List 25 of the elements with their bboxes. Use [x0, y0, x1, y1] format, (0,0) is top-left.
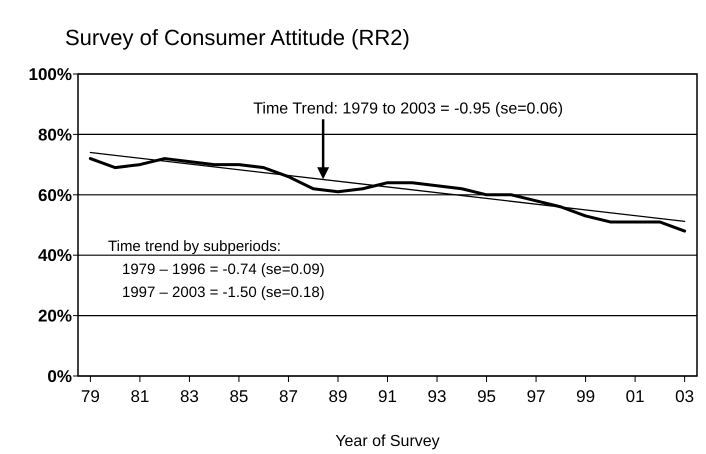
x-tick-label: 81	[130, 387, 150, 406]
x-tick-label: 93	[428, 387, 446, 406]
x-tick-label: 85	[229, 387, 248, 406]
y-tick-label: 40%	[38, 246, 72, 266]
x-tick-label: 01	[626, 387, 645, 406]
annotation: 1979 – 1996 = -0.74 (se=0.09)	[122, 261, 325, 278]
x-tick-label: 99	[576, 387, 596, 406]
y-tick-label: 80%	[38, 125, 72, 144]
y-tick-label: 100%	[28, 65, 72, 84]
x-tick-label: 83	[180, 387, 199, 406]
x-tick-label: 03	[675, 387, 694, 406]
x-tick-label: 87	[279, 387, 298, 406]
x-tick-label: 91	[378, 387, 397, 406]
x-tick-label: 89	[328, 387, 348, 406]
y-tick-label: 20%	[38, 306, 72, 326]
annotation: Time Trend: 1979 to 2003 = -0.95 (se=0.06)	[253, 100, 564, 118]
x-tick-label: 95	[477, 387, 496, 406]
x-axis-title: Year of Survey	[335, 433, 440, 450]
y-tick-label: 60%	[38, 186, 72, 205]
annotation: 1997 – 2003 = -1.50 (se=0.18)	[122, 284, 325, 302]
chart-title: Survey of Consumer Attitude (RR2)	[65, 25, 410, 50]
y-tick-label: 0%	[47, 367, 72, 386]
x-tick-label: 97	[526, 387, 546, 406]
annotation: Time trend by subperiods:	[108, 238, 281, 256]
x-tick-label: 79	[80, 387, 100, 406]
